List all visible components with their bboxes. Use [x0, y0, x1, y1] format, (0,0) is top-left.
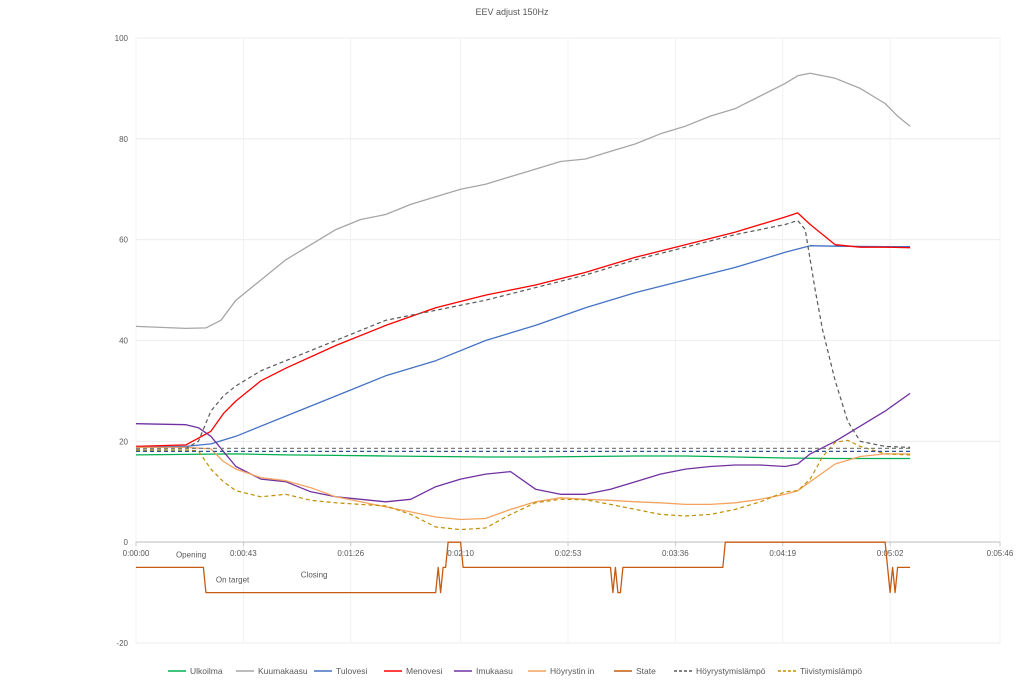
x-tick-label: 0:05:02: [877, 549, 904, 558]
legend-item: Höyrystymislämpö: [674, 666, 766, 676]
x-tick-label: 0:02:53: [555, 549, 582, 558]
legend-label: Imukaasu: [476, 666, 513, 676]
annotations-group: Opening On target Closing: [176, 550, 328, 584]
x-tick-label: 0:00:00: [123, 549, 150, 558]
legend-item: Ulkoilma: [168, 666, 223, 676]
y-tick-label: 0: [124, 538, 129, 547]
legend-item: Imukaasu: [454, 666, 513, 676]
x-tick-label: 0:03:36: [662, 549, 689, 558]
series-line-kuumakaasu: [135, 72, 911, 330]
legend-label: Ulkoilma: [190, 666, 223, 676]
y-tick-label: 20: [119, 437, 128, 446]
legend-label: Kuumakaasu: [258, 666, 308, 676]
y-tick-label: 40: [119, 337, 128, 346]
x-tick-label: 0:05:46: [987, 549, 1014, 558]
y-tick-label: -20: [116, 639, 128, 648]
legend-label: State: [636, 666, 656, 676]
series-group: [135, 72, 911, 594]
x-tick-label: 0:00:43: [230, 549, 257, 558]
legend-item: Höyrystin in: [528, 666, 595, 676]
series-line-tiivistymisl-mp-: [135, 439, 911, 531]
y-tick-label: 80: [119, 135, 128, 144]
legend-label: Tulovesi: [336, 666, 367, 676]
series-line-state: [136, 541, 911, 594]
legend-item: Tiivistymislämpö: [778, 666, 862, 676]
annotation-label: Closing: [301, 570, 328, 579]
chart-title: EEV adjust 150Hz: [475, 7, 549, 17]
legend-label: Menovesi: [406, 666, 442, 676]
series-line-menovesi: [135, 212, 911, 448]
x-tick-label: 0:02:10: [447, 549, 474, 558]
annotation-label: On target: [216, 576, 250, 585]
series-line-h-yrystymisl-mp-: [135, 219, 911, 450]
legend-item: Tulovesi: [314, 666, 367, 676]
legend-label: Höyrystymislämpö: [696, 666, 766, 676]
series-line-imukaasu: [135, 392, 911, 503]
legend-label: Tiivistymislämpö: [800, 666, 862, 676]
legend-item: State: [614, 666, 656, 676]
series-line-tulovesi: [136, 245, 911, 448]
legend-label: Höyrystin in: [550, 666, 595, 676]
y-tick-label: 100: [115, 34, 129, 43]
x-tick-label: 0:01:26: [337, 549, 364, 558]
legend-item: Kuumakaasu: [236, 666, 308, 676]
series-line-ulkoilma: [135, 453, 911, 460]
x-tick-label: 0:04:19: [769, 549, 796, 558]
series-line-h-yrystin-in: [136, 446, 911, 521]
legend: Ulkoilma Kuumakaasu Tulovesi Menovesi Imukaa…: [168, 666, 862, 676]
legend-item: Menovesi: [384, 666, 442, 676]
annotation-label: Opening: [176, 550, 206, 559]
y-tick-label: 60: [119, 236, 128, 245]
